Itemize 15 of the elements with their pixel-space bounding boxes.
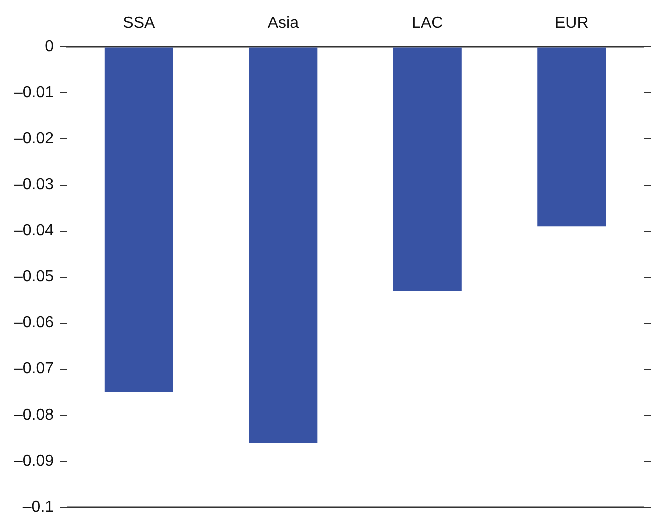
y-tick-label: –0.07 [14,360,54,378]
y-tick-label: –0.04 [14,222,54,240]
y-tick-label: –0.02 [14,130,54,148]
y-tick-label: –0.01 [14,84,54,102]
x-tick-label: Asia [268,15,300,32]
x-tick-label: LAC [412,15,444,32]
y-tick-label: 0 [45,38,54,56]
y-tick-label: –0.05 [14,268,54,286]
y-tick-label: –0.1 [22,498,54,516]
y-tick-label: –0.03 [14,176,54,194]
x-tick-label: EUR [554,15,589,32]
y-tick-label: –0.08 [14,406,54,424]
y-tick-label: –0.06 [14,314,54,332]
y-tick-label: –0.09 [14,452,54,470]
x-tick-label: SSA [123,15,156,32]
